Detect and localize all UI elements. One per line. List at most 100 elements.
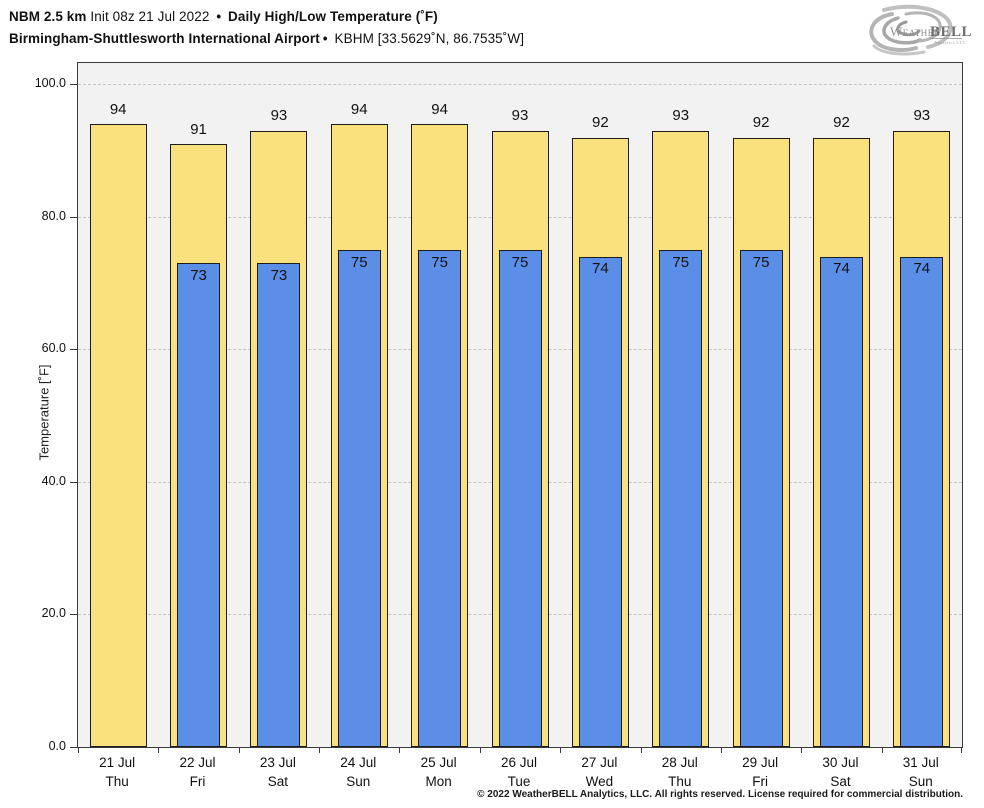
x-day-label: Sun (346, 774, 371, 789)
x-day-label: Sat (830, 774, 851, 789)
high-value-label: 94 (431, 100, 448, 118)
high-value-label: 94 (350, 100, 368, 118)
high-value-label: 91 (190, 120, 207, 138)
x-date-label: 29 Jul (742, 755, 779, 770)
high-value-label: 93 (270, 107, 288, 125)
low-bar (177, 263, 221, 747)
x-category-label: 23 Jul Sat (238, 753, 318, 791)
x-category-label: 28 Jul Thu (640, 753, 720, 791)
x-date-label: 22 Jul (179, 755, 216, 770)
plot-area: 94 91 73 93 73 94 75 94 75 93 75 92 74 93 75 92 75 92 74 93… (77, 62, 963, 748)
x-category-label: 21 Jul Thu (77, 753, 157, 791)
high-value-label: 93 (672, 107, 690, 125)
x-day-label: Fri (752, 774, 768, 789)
x-date-label: 30 Jul (822, 755, 859, 770)
y-tick-label: 60.0 (41, 341, 66, 355)
x-day-label: Wed (585, 774, 614, 789)
low-bar (819, 256, 863, 747)
x-category-label: 24 Jul Sun (318, 753, 398, 791)
x-date-label: 24 Jul (340, 755, 377, 770)
station-id: KBHM [33.5629˚N, 86.7535˚W] (330, 31, 525, 46)
y-axis-tick (70, 746, 77, 748)
low-bar (498, 250, 542, 747)
chart-title: NBM 2.5 km Init 08z 21 Jul 2022 • Daily … (9, 9, 438, 24)
x-axis-tick (399, 748, 401, 753)
x-date-label: 28 Jul (661, 755, 698, 770)
low-value-label: 75 (350, 253, 368, 271)
x-day-label: Mon (425, 774, 452, 789)
x-date-label: 25 Jul (420, 755, 457, 770)
x-category-label: 31 Jul Sun (881, 753, 961, 791)
low-value-label: 73 (190, 266, 207, 284)
y-axis-tick (70, 481, 77, 483)
x-day-label: Sun (908, 774, 933, 789)
x-category-label: 27 Jul Wed (559, 753, 639, 791)
x-axis-tick (158, 748, 160, 753)
x-category-label: 26 Jul Tue (479, 753, 559, 791)
y-axis-tick (70, 349, 77, 350)
low-bar (659, 250, 703, 747)
low-value-label: 73 (270, 266, 288, 284)
product-name: Daily High/Low Temperature (˚F) (224, 9, 438, 24)
model-name: NBM 2.5 km (9, 9, 87, 24)
subtitle-separator: • (322, 31, 328, 46)
x-axis-tick (640, 748, 642, 753)
weatherbell-logo: Weather BELL Analytics LLC (869, 4, 972, 56)
x-date-label: 21 Jul (99, 755, 136, 770)
high-value-label: 93 (913, 107, 931, 125)
x-date-label: 23 Jul (259, 755, 296, 770)
x-axis-tick (238, 748, 240, 753)
x-day-label: Thu (105, 774, 129, 789)
x-category-label: 29 Jul Fri (720, 753, 800, 791)
y-axis-tick (70, 84, 77, 85)
logo-bell-text: BELL (930, 24, 972, 40)
x-day-label: Sat (267, 774, 289, 789)
y-tick-label: 0.0 (48, 738, 66, 753)
high-value-label: 93 (511, 107, 529, 125)
x-axis-tick (961, 748, 962, 753)
high-value-label: 92 (833, 114, 850, 131)
init-time: Init 08z 21 Jul 2022 (86, 9, 214, 24)
x-axis-tick (560, 748, 562, 753)
y-axis-tick (70, 614, 77, 615)
x-axis-tick (801, 748, 803, 753)
low-bar (739, 250, 783, 747)
high-bar (89, 124, 147, 747)
x-axis-tick (78, 748, 79, 753)
station-name: Birmingham-Shuttlesworth International A… (9, 31, 320, 46)
low-bar (900, 256, 944, 747)
low-value-label: 75 (511, 253, 529, 271)
y-tick-label: 20.0 (41, 606, 66, 620)
x-date-label: 26 Jul (500, 755, 537, 770)
low-bar (337, 250, 381, 747)
x-date-label: 31 Jul (902, 755, 939, 770)
low-value-label: 74 (913, 260, 931, 278)
high-value-label: 92 (592, 114, 609, 131)
x-category-label: 30 Jul Sat (800, 753, 880, 791)
title-separator: • (216, 9, 222, 24)
grid-line (78, 84, 962, 85)
y-tick-label: 40.0 (41, 473, 66, 488)
x-day-label: Fri (189, 774, 206, 789)
y-axis-tick (70, 216, 77, 218)
y-tick-label: 100.0 (34, 76, 66, 90)
logo-weather-text: Weather (890, 24, 940, 39)
high-value-label: 92 (752, 114, 770, 131)
x-axis-tick (881, 748, 883, 753)
y-tick-label: 80.0 (41, 208, 66, 223)
x-axis-tick (319, 748, 321, 753)
x-category-label: 25 Jul Mon (398, 753, 478, 791)
copyright-notice: © 2022 WeatherBELL Analytics, LLC. All r… (477, 789, 963, 800)
low-bar (578, 256, 622, 747)
low-value-label: 75 (431, 253, 448, 271)
low-value-label: 74 (592, 260, 609, 278)
chart-subtitle: Birmingham-Shuttlesworth International A… (9, 31, 524, 46)
low-value-label: 74 (833, 260, 850, 278)
high-value-label: 94 (109, 100, 127, 118)
x-day-label: Tue (507, 774, 531, 789)
x-day-label: Thu (668, 774, 692, 789)
x-axis-tick (720, 748, 722, 753)
low-bar (418, 250, 462, 747)
x-axis-tick (479, 748, 481, 753)
